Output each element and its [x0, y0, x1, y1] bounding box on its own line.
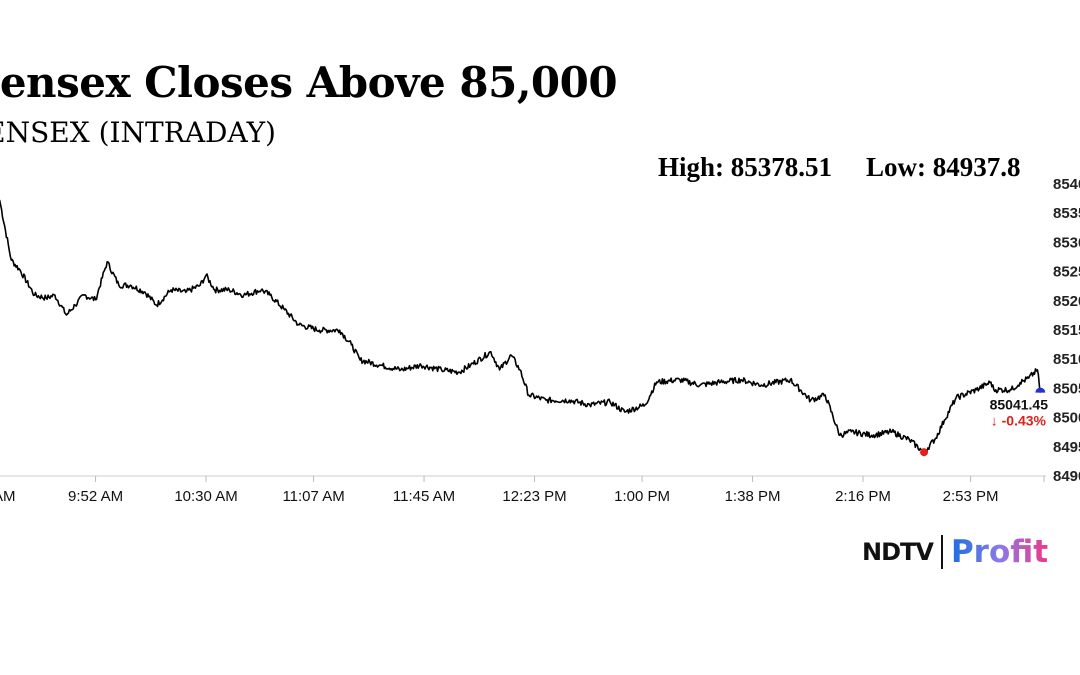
high-low-readout: High: 85378.51 Low: 84937.8 — [658, 152, 1055, 183]
last-point-marker — [1035, 387, 1046, 393]
x-tick-label: 1:38 PM — [725, 488, 781, 505]
high-label: High: 85378.51 — [658, 152, 833, 182]
low-point-marker — [920, 448, 929, 457]
y-tick-label: 85200 — [1053, 293, 1080, 310]
x-tick-label: 1:00 PM — [614, 488, 670, 505]
change-label: ↓ -0.43% — [991, 413, 1047, 429]
chart-subtitle: SENSEX (INTRADAY) — [0, 116, 276, 149]
y-tick-label: 85150 — [1053, 322, 1080, 339]
y-tick-label: 85300 — [1053, 234, 1080, 251]
x-tick-label: 9:15 AM — [0, 488, 16, 505]
x-tick-label: 11:45 AM — [393, 488, 455, 505]
chart-title: Sensex Closes Above 85,000 — [0, 58, 618, 107]
y-tick-label: 85250 — [1053, 264, 1080, 281]
ndtv-logo-text: NDTV — [862, 538, 934, 566]
x-tick-label: 2:53 PM — [943, 488, 999, 505]
low-label: Low: 84937.8 — [866, 152, 1021, 182]
x-tick-label: 11:07 AM — [282, 488, 344, 505]
profit-logo-text: Profit — [950, 534, 1049, 570]
y-tick-label: 85400 — [1053, 176, 1080, 193]
y-tick-label: 84900 — [1053, 468, 1080, 485]
sensex-series-line — [0, 199, 1042, 454]
ndtv-profit-logo: NDTV Profit — [862, 534, 1048, 570]
x-tick-label: 2:16 PM — [835, 488, 891, 505]
y-tick-label: 85000 — [1053, 410, 1080, 427]
y-tick-label: 85100 — [1053, 351, 1080, 368]
y-tick-label: 84950 — [1053, 439, 1080, 456]
y-tick-label: 85050 — [1053, 380, 1080, 397]
x-tick-label: 9:52 AM — [68, 488, 123, 505]
x-tick-label: 12:23 PM — [502, 488, 566, 505]
last-value-label: 85041.45 — [990, 397, 1049, 413]
y-tick-label: 85350 — [1053, 205, 1080, 222]
x-tick-label: 10:30 AM — [174, 488, 237, 505]
logo-divider — [940, 535, 943, 569]
